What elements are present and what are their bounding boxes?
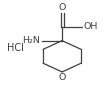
Text: O: O [58, 73, 65, 82]
Text: OH: OH [83, 22, 97, 31]
Text: O: O [58, 3, 65, 12]
Text: H₂N: H₂N [22, 36, 39, 45]
Text: HCl: HCl [7, 43, 24, 53]
